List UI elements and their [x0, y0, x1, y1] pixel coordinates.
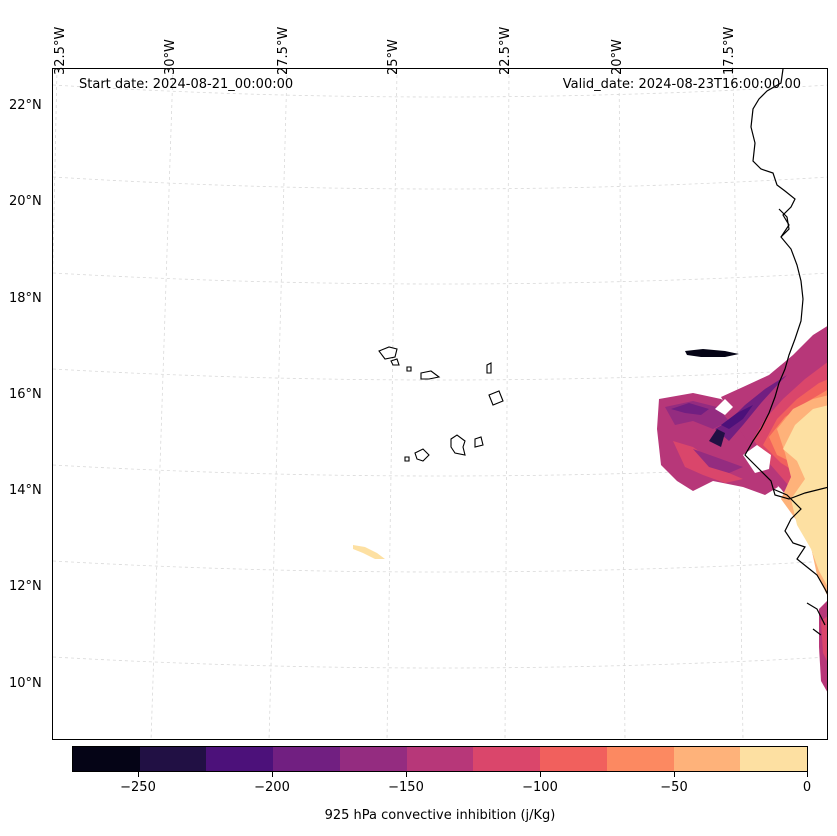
cin-region-high: [783, 405, 827, 586]
lat-label: 16°N: [9, 387, 42, 402]
lat-label: 18°N: [9, 291, 42, 306]
start-date-label: Start date: 2024-08-21_00:00:00: [79, 77, 294, 92]
lon-label: 17.5°W: [722, 26, 737, 75]
colorbar-swatch: [273, 747, 340, 771]
lat-label: 20°N: [9, 194, 42, 209]
colorbar-tick: [807, 772, 808, 777]
colorbar-swatch: [473, 747, 541, 771]
colorbar-title: 925 hPa convective inhibition (j/Kg): [324, 808, 556, 823]
colorbar-swatch: [73, 747, 140, 771]
islands: [378, 346, 504, 462]
colorbar-tick-label: −150: [388, 780, 424, 795]
lat-label: 12°N: [9, 579, 42, 594]
lon-label: 32.5°W: [53, 26, 68, 75]
colorbar-swatch: [540, 747, 607, 771]
valid-date-label: Valid_date: 2024-08-23T16:00:00.00: [562, 77, 801, 92]
colorbar: [72, 746, 808, 772]
colorbar-swatch: [139, 747, 207, 771]
colorbar-tick-label: −100: [522, 780, 558, 795]
map-canvas: [53, 69, 827, 739]
lon-label: 22.5°W: [498, 26, 513, 75]
colorbar-tick-label: −250: [120, 780, 156, 795]
colorbar-tick-label: 0: [802, 780, 812, 795]
lat-label: 10°N: [9, 676, 42, 691]
colorbar-swatch: [206, 747, 274, 771]
colorbar-tick: [540, 772, 541, 777]
cin-patch-north: [685, 349, 739, 357]
lat-label: 14°N: [9, 483, 42, 498]
lon-label: 25°W: [386, 39, 401, 75]
cin-patch-southwest: [353, 545, 385, 559]
colorbar-tick: [674, 772, 675, 777]
colorbar-tick-label: −50: [660, 780, 688, 795]
colorbar-swatch: [673, 747, 741, 771]
lon-label: 20°W: [610, 39, 625, 75]
lat-label: 22°N: [9, 98, 42, 113]
map-frame[interactable]: [52, 68, 828, 740]
colorbar-swatch: [740, 747, 808, 771]
cin-field: [353, 326, 827, 692]
colorbar-swatch: [606, 747, 674, 771]
colorbar-tick: [406, 772, 407, 777]
colorbar-tick: [138, 772, 139, 777]
colorbar-tick: [272, 772, 273, 777]
lon-label: 27.5°W: [276, 26, 291, 75]
colorbar-swatch: [339, 747, 407, 771]
lon-label: 30°W: [163, 39, 178, 75]
colorbar-tick-label: −200: [254, 780, 290, 795]
coastline: [744, 69, 827, 636]
colorbar-swatch: [406, 747, 474, 771]
